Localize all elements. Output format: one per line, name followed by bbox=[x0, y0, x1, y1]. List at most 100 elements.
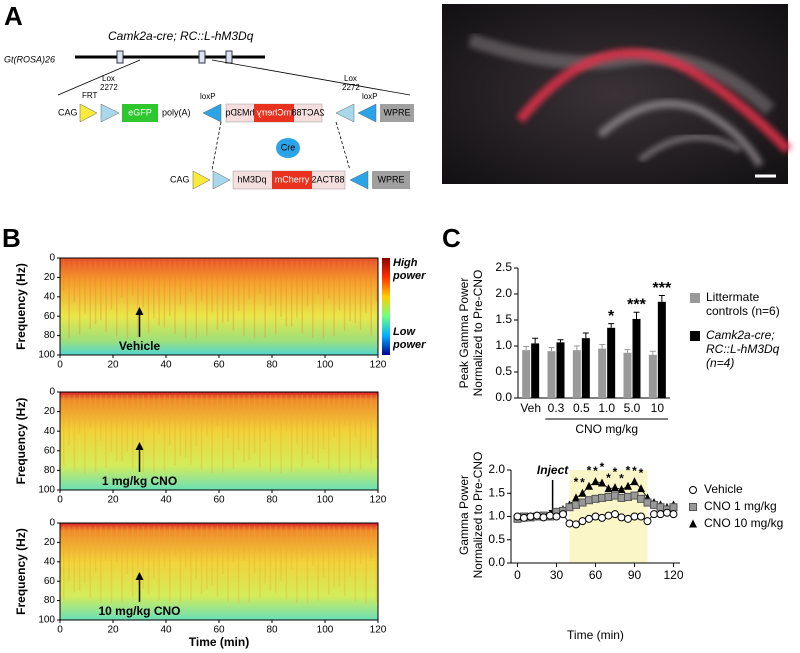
spectrogram-streak bbox=[222, 395, 224, 473]
spectrogram-streak bbox=[100, 526, 102, 603]
spectrogram-streak bbox=[365, 395, 367, 449]
spectrogram-streak bbox=[84, 526, 86, 584]
spectrogram-streak bbox=[227, 526, 229, 602]
legend-swatch bbox=[690, 293, 700, 303]
marker bbox=[598, 513, 606, 522]
significance-label: * bbox=[626, 463, 631, 477]
marker bbox=[669, 510, 678, 519]
marker bbox=[572, 520, 580, 529]
x-tick-label: 0.3 bbox=[548, 401, 565, 415]
spectrogram-streak bbox=[285, 395, 288, 432]
spectrogram-streak bbox=[142, 261, 144, 308]
spectrogram-streak bbox=[94, 526, 97, 573]
spectrogram-streak bbox=[68, 395, 70, 446]
site-label: FRT bbox=[82, 91, 98, 100]
marker bbox=[604, 484, 613, 493]
spectrogram-streak bbox=[248, 526, 250, 603]
spectrogram-streak bbox=[68, 261, 70, 339]
spectrogram-streak bbox=[169, 261, 171, 316]
error-bar bbox=[532, 337, 539, 344]
spectrogram-streak bbox=[126, 261, 129, 339]
spectrogram-streak bbox=[163, 526, 166, 568]
spectrogram-streak bbox=[206, 261, 208, 336]
y-tick-label: 60 bbox=[44, 445, 56, 456]
spectrogram-streak bbox=[343, 526, 346, 596]
spectrogram-streak bbox=[211, 395, 213, 474]
y-tick-label: 0.0 bbox=[495, 390, 512, 404]
x-tick-label: 40 bbox=[160, 360, 172, 371]
y-tick-label: 60 bbox=[44, 576, 56, 587]
spectrogram-streak bbox=[259, 395, 261, 468]
spectrogram-streak bbox=[131, 261, 134, 296]
bar bbox=[572, 350, 581, 398]
spectrogram-streak bbox=[121, 395, 123, 462]
spectrogram-streak bbox=[253, 261, 256, 339]
marker bbox=[604, 492, 613, 501]
gene-label: WPRE bbox=[384, 107, 411, 117]
spectrogram-streak bbox=[163, 261, 166, 328]
spectrogram-streak bbox=[232, 526, 235, 563]
marker bbox=[520, 513, 528, 522]
spectrogram-streak bbox=[280, 395, 282, 474]
bar bbox=[607, 327, 616, 398]
spectrogram bbox=[60, 523, 378, 620]
spectrogram-streak bbox=[200, 261, 203, 301]
spectrogram-streak bbox=[264, 526, 266, 584]
y-axis-label: Normalized to Pre-CNO bbox=[471, 270, 485, 397]
condition-label: 10 mg/kg CNO bbox=[98, 604, 180, 618]
x-axis-label: Time (min) bbox=[567, 628, 624, 642]
marker bbox=[546, 511, 554, 520]
marker bbox=[533, 511, 541, 520]
spectrogram-streak bbox=[275, 526, 277, 593]
x-tick-label: 20 bbox=[107, 625, 119, 636]
x-tick-label: 0.5 bbox=[573, 401, 590, 415]
significance-label: * bbox=[593, 464, 598, 478]
spectrogram-streak bbox=[269, 395, 272, 472]
spectrogram-streak bbox=[248, 261, 250, 300]
legend-label: CNO 10 mg/kg bbox=[704, 516, 783, 530]
error-bar bbox=[624, 349, 631, 353]
spectrogram-streak bbox=[147, 261, 150, 333]
bar bbox=[648, 354, 657, 398]
loxp-site bbox=[357, 103, 377, 123]
error-bar bbox=[557, 339, 564, 343]
x-tick-label: 30 bbox=[550, 568, 564, 582]
y-axis-label: Frequency (Hz) bbox=[14, 398, 28, 485]
marker bbox=[630, 512, 639, 521]
spectrogram-streak bbox=[365, 526, 367, 604]
spectrogram-streak bbox=[354, 395, 356, 437]
marker bbox=[559, 510, 567, 519]
spectrogram-streak bbox=[105, 526, 107, 561]
x-tick-label: 80 bbox=[266, 625, 278, 636]
polya-label: poly(A) bbox=[162, 107, 191, 117]
spectrogram-streak bbox=[89, 526, 91, 598]
spectrogram-streak bbox=[105, 395, 107, 469]
spectrogram-streak bbox=[195, 526, 197, 580]
spectrogram-streak bbox=[296, 261, 298, 318]
error-bar bbox=[608, 323, 615, 328]
loxp-site bbox=[349, 170, 369, 190]
significance-label: * bbox=[619, 472, 624, 486]
y-tick-label: 2.0 bbox=[488, 462, 505, 476]
marker bbox=[513, 512, 522, 521]
spectrogram-streak bbox=[158, 526, 160, 601]
marker bbox=[578, 488, 587, 497]
x-tick-label: 40 bbox=[160, 625, 172, 636]
spectrogram-streak bbox=[158, 395, 160, 434]
y-tick-label: 40 bbox=[44, 426, 56, 437]
spectrogram-streak bbox=[190, 395, 192, 465]
marker bbox=[598, 493, 606, 502]
spectrogram-streak bbox=[184, 395, 187, 458]
spectrogram-streak bbox=[179, 261, 182, 305]
spectrogram-streak bbox=[375, 395, 378, 459]
spectrogram-streak bbox=[290, 395, 293, 472]
y-tick-label: 60 bbox=[44, 311, 56, 322]
bar bbox=[547, 351, 556, 398]
marker bbox=[572, 500, 580, 509]
marker bbox=[539, 513, 548, 522]
spectrogram-streak bbox=[147, 395, 150, 429]
wpre-box bbox=[372, 171, 410, 189]
spectrogram-streak bbox=[78, 526, 81, 591]
